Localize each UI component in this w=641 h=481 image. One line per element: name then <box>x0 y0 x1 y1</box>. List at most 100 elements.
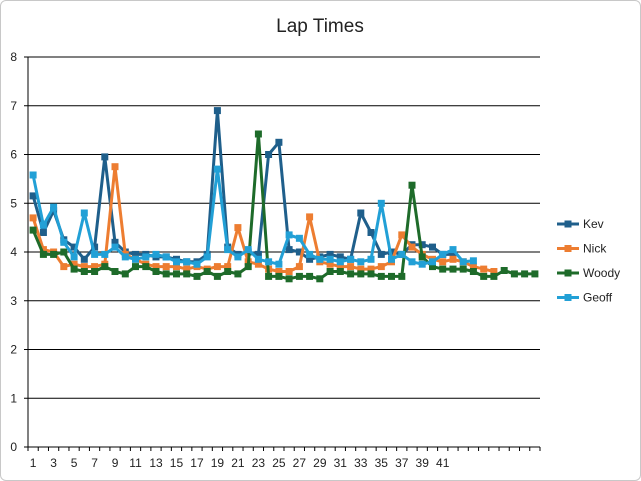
x-tick-label: 37 <box>395 456 409 470</box>
data-point <box>357 265 365 273</box>
data-point <box>132 263 139 271</box>
data-point <box>39 221 47 229</box>
series-geoff <box>29 165 477 268</box>
data-point <box>173 270 180 278</box>
data-point <box>377 199 385 207</box>
data-point <box>388 272 395 280</box>
data-point <box>336 253 344 261</box>
data-point <box>91 263 99 271</box>
data-point <box>29 171 37 179</box>
data-point <box>469 257 477 265</box>
data-point <box>91 243 99 251</box>
data-point <box>326 260 334 268</box>
legend-item-kev: Kev <box>557 217 604 231</box>
data-point <box>316 275 324 283</box>
data-point <box>408 181 416 189</box>
data-point <box>70 253 78 261</box>
x-axis-ticks: 1 3 5 7 9 11 13 15 17 19 21 23 25 27 29 31 33 35 37 39 41 <box>27 447 541 470</box>
data-point <box>60 263 68 271</box>
data-point <box>377 263 385 271</box>
data-point <box>193 272 201 280</box>
data-point <box>80 263 88 271</box>
data-point <box>121 270 129 278</box>
y-tick-label: 0 <box>10 440 17 454</box>
data-point <box>306 250 314 258</box>
data-point <box>234 224 242 232</box>
x-tick-label: 39 <box>416 456 430 470</box>
data-point <box>439 258 447 266</box>
data-point <box>418 260 426 268</box>
data-point <box>408 243 416 251</box>
chart-title: Lap Times <box>276 16 364 37</box>
data-point <box>101 153 109 161</box>
x-tick-label: 25 <box>272 456 286 470</box>
legend-label: Kev <box>583 217 604 231</box>
data-point <box>70 260 78 268</box>
data-point <box>418 241 426 249</box>
data-point <box>459 258 467 266</box>
data-point <box>357 258 365 266</box>
x-tick-label: 31 <box>334 456 348 470</box>
data-point <box>254 260 262 268</box>
data-point <box>449 246 457 254</box>
legend-swatch-marker <box>564 220 572 228</box>
x-tick-label: 19 <box>211 456 225 470</box>
data-point <box>429 263 436 271</box>
x-tick-label: 3 <box>50 456 57 470</box>
data-point <box>50 250 58 258</box>
data-point <box>347 255 355 263</box>
data-point <box>80 268 88 275</box>
data-point <box>70 265 78 273</box>
data-point <box>336 263 344 271</box>
data-point <box>234 253 242 261</box>
legend-swatch-marker <box>564 294 572 301</box>
data-point <box>183 270 191 278</box>
y-axis-ticks: 0 1 2 3 4 5 6 7 8 <box>10 50 28 454</box>
data-point <box>531 270 539 278</box>
data-point <box>265 151 273 158</box>
data-point <box>408 258 416 266</box>
x-tick-label: 9 <box>112 456 119 470</box>
x-tick-label: 11 <box>129 456 142 470</box>
data-point <box>285 231 293 239</box>
x-tick-label: 15 <box>170 456 184 470</box>
legend-label: Woody <box>583 266 620 280</box>
legend: Kev Nick Woody Geoff <box>557 217 620 305</box>
data-point <box>306 272 314 280</box>
data-point <box>398 272 406 280</box>
x-tick-label: 41 <box>436 456 450 470</box>
x-tick-label: 29 <box>313 456 327 470</box>
y-tick-label: 6 <box>10 148 17 162</box>
legend-label: Nick <box>583 242 607 256</box>
data-point <box>142 263 150 271</box>
data-point <box>398 231 406 239</box>
x-tick-label: 27 <box>293 456 307 470</box>
data-point <box>336 268 344 275</box>
data-point <box>275 138 283 146</box>
y-tick-label: 4 <box>10 245 17 259</box>
x-tick-label: 5 <box>71 456 78 470</box>
legend-item-woody: Woody <box>557 266 620 280</box>
data-point <box>39 250 47 258</box>
data-point <box>500 267 508 274</box>
data-point <box>50 203 58 211</box>
data-point <box>521 270 529 278</box>
data-point <box>285 275 293 283</box>
data-point <box>316 255 324 263</box>
data-point <box>80 209 88 217</box>
data-point <box>336 258 344 266</box>
data-point <box>213 263 221 271</box>
x-tick-label: 13 <box>149 456 163 470</box>
y-tick-label: 8 <box>10 50 17 64</box>
x-tick-label: 1 <box>30 456 37 470</box>
data-point <box>224 246 232 254</box>
data-point <box>367 265 375 273</box>
data-point <box>326 250 334 258</box>
data-point <box>347 270 355 278</box>
data-point <box>101 263 109 271</box>
data-point <box>111 243 119 251</box>
data-point <box>398 250 406 258</box>
data-point <box>213 272 221 280</box>
series-line-kev <box>31 109 453 264</box>
data-point <box>469 263 477 271</box>
